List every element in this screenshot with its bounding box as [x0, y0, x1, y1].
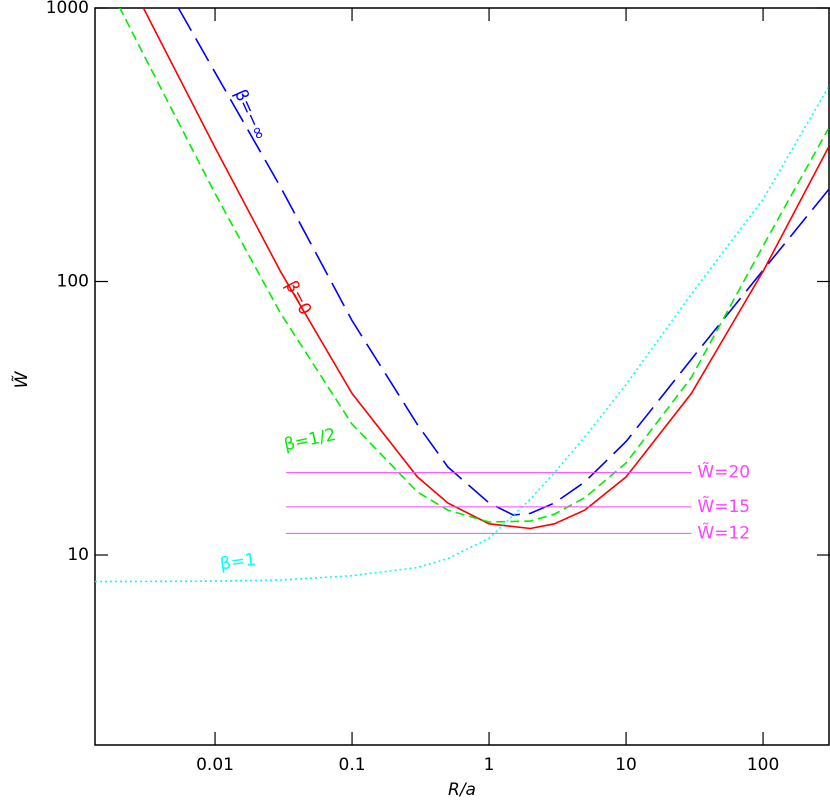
- x-tick-label: 1: [484, 755, 495, 775]
- x-axis-label: R/a: [448, 780, 476, 800]
- x-tick-label: 10: [615, 755, 637, 775]
- series-label: β=1/2: [282, 425, 337, 455]
- series-label: β=1: [219, 550, 257, 575]
- x-tick-label: 0.1: [339, 755, 366, 775]
- reference-label: W̃=12: [697, 522, 750, 543]
- y-tick-label: 1000: [46, 0, 89, 18]
- x-tick-label: 100: [747, 755, 779, 775]
- series-label: β=0: [281, 277, 316, 318]
- y-tick-label: 10: [67, 545, 89, 565]
- series-line: [119, 8, 830, 523]
- x-tick-label: 0.01: [196, 755, 234, 775]
- y-axis-label: W̃: [11, 370, 32, 388]
- plot-frame: [94, 7, 830, 746]
- curves: [95, 8, 830, 583]
- reference-label: W̃=15: [697, 496, 750, 517]
- series-label: β=−∞: [230, 86, 270, 143]
- y-tick-label: 100: [57, 272, 89, 292]
- reference-label: W̃=20: [697, 462, 750, 483]
- series-line: [177, 8, 830, 516]
- series-line: [95, 84, 830, 583]
- series-line: [142, 8, 830, 530]
